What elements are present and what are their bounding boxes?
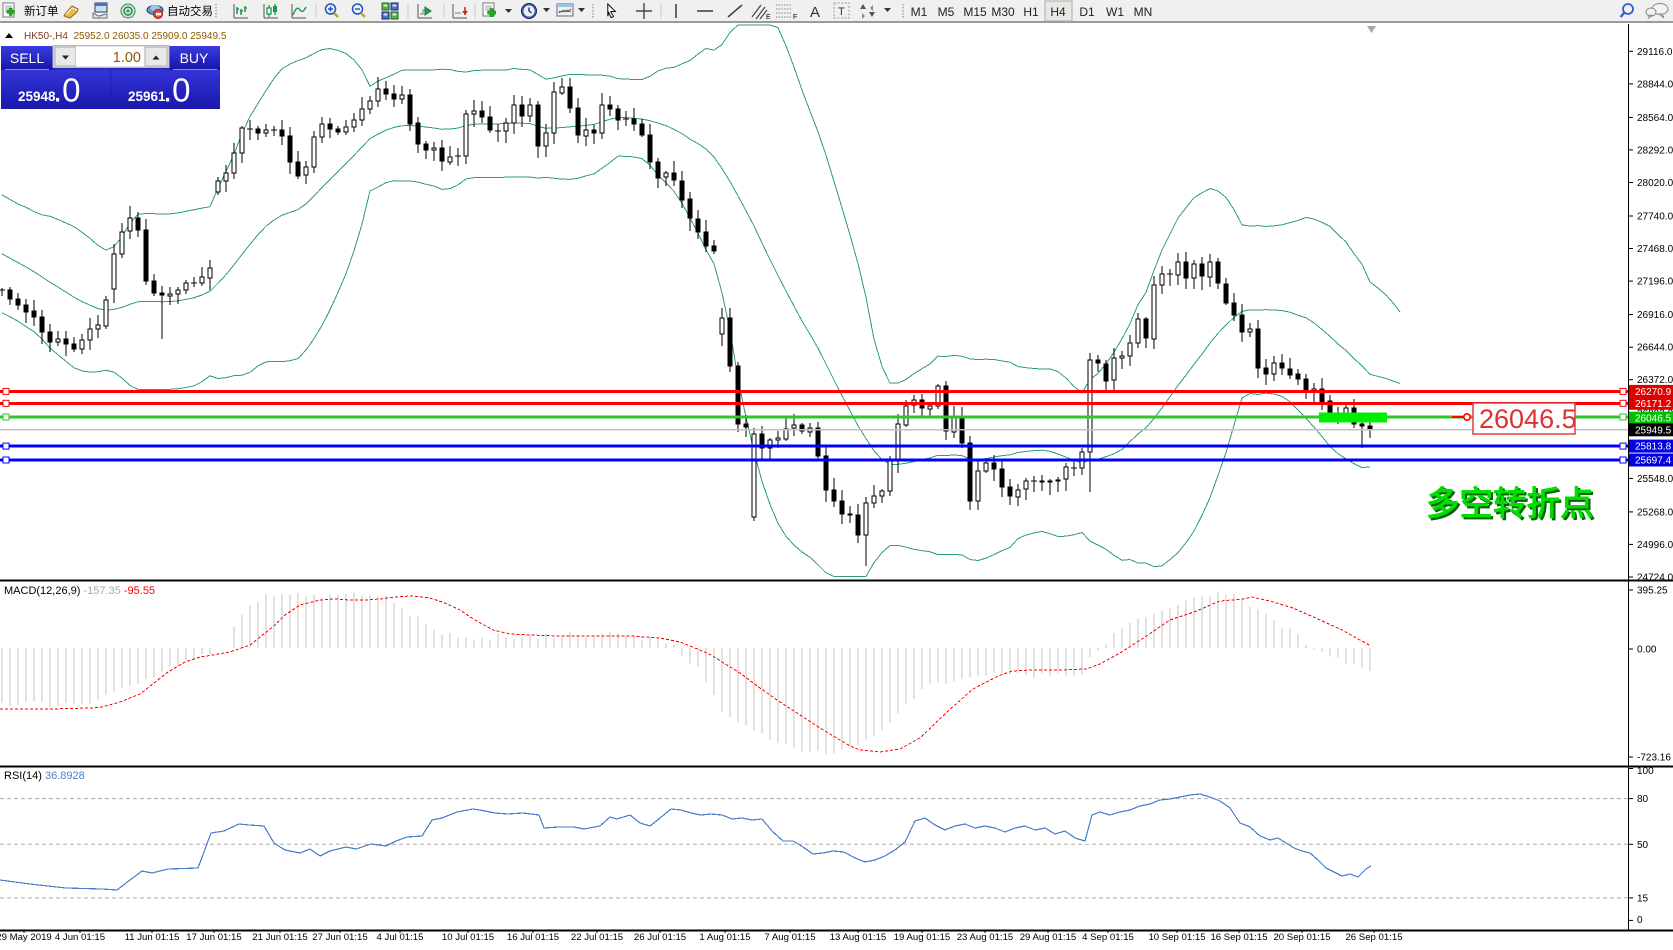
svg-text:28292.0: 28292.0 (1637, 145, 1673, 156)
svg-text:RSI(14) 36.8928: RSI(14) 36.8928 (4, 770, 85, 782)
svg-text:13 Aug 01:15: 13 Aug 01:15 (830, 932, 887, 943)
svg-text:T: T (838, 6, 845, 18)
svg-text:395.25: 395.25 (1637, 586, 1668, 597)
svg-text:28844.0: 28844.0 (1637, 79, 1673, 90)
svg-text:多空转折点: 多空转折点 (1426, 486, 1594, 523)
svg-text:10 Sep 01:15: 10 Sep 01:15 (1148, 932, 1205, 943)
svg-text:1 Aug 01:15: 1 Aug 01:15 (699, 932, 750, 943)
svg-text:27 Jun 01:15: 27 Jun 01:15 (312, 932, 367, 943)
svg-text:50: 50 (1637, 840, 1649, 851)
svg-text:7 Aug 01:15: 7 Aug 01:15 (764, 932, 815, 943)
svg-text:27740.0: 27740.0 (1637, 212, 1673, 223)
svg-text:25697.4: 25697.4 (1635, 456, 1672, 467)
svg-text:24724.0: 24724.0 (1637, 573, 1673, 584)
svg-text:20 Sep 01:15: 20 Sep 01:15 (1273, 932, 1330, 943)
svg-text:25948: 25948 (18, 89, 56, 104)
svg-text:M15: M15 (963, 5, 987, 19)
svg-text:自动交易: 自动交易 (167, 4, 213, 18)
svg-text:26372.0: 26372.0 (1637, 375, 1673, 386)
svg-text:25268.0: 25268.0 (1637, 507, 1673, 518)
svg-text:11 Jun 01:15: 11 Jun 01:15 (125, 932, 180, 943)
svg-text:E: E (766, 14, 771, 21)
svg-text:28564.0: 28564.0 (1637, 113, 1673, 124)
svg-text:26046.5: 26046.5 (1635, 414, 1672, 425)
svg-text:BUY: BUY (180, 50, 209, 66)
svg-text:29116.0: 29116.0 (1637, 47, 1673, 58)
svg-text:23 Aug 01:15: 23 Aug 01:15 (957, 932, 1014, 943)
svg-text:W1: W1 (1106, 5, 1124, 19)
svg-text:-723.16: -723.16 (1637, 753, 1671, 764)
svg-text:26 Sep 01:15: 26 Sep 01:15 (1345, 932, 1402, 943)
svg-text:19 Aug 01:15: 19 Aug 01:15 (894, 932, 951, 943)
svg-text:26916.0: 26916.0 (1637, 310, 1673, 321)
svg-text:27196.0: 27196.0 (1637, 277, 1673, 288)
svg-text:A: A (810, 4, 820, 21)
svg-text:10 Jul 01:15: 10 Jul 01:15 (442, 932, 494, 943)
svg-text:80: 80 (1637, 794, 1649, 805)
svg-text:22 Jul 01:15: 22 Jul 01:15 (571, 932, 623, 943)
svg-text:24996.0: 24996.0 (1637, 540, 1673, 551)
svg-text:H1: H1 (1023, 5, 1039, 19)
svg-text:SELL: SELL (10, 50, 44, 66)
svg-text:HK50-,H4 25952.0 26035.0 2590: HK50-,H4 25952.0 26035.0 25909.0 25949.5 (24, 31, 227, 42)
svg-text:4 Jun 01:15: 4 Jun 01:15 (55, 932, 105, 943)
svg-text:25961: 25961 (128, 89, 166, 104)
svg-text:17 Jun 01:15: 17 Jun 01:15 (186, 932, 241, 943)
svg-text:26270.9: 26270.9 (1635, 387, 1672, 398)
svg-text:25949.5: 25949.5 (1635, 425, 1672, 436)
svg-text:4 Jul 01:15: 4 Jul 01:15 (377, 932, 424, 943)
svg-text:新订单: 新订单 (24, 4, 59, 18)
svg-text:MACD(12,26,9) -157.35 -95.55: MACD(12,26,9) -157.35 -95.55 (4, 585, 155, 597)
svg-text:0: 0 (1637, 915, 1643, 926)
svg-text:M5: M5 (938, 5, 955, 19)
svg-text:.0: .0 (53, 72, 81, 109)
svg-text:M30: M30 (991, 5, 1015, 19)
svg-text:27468.0: 27468.0 (1637, 244, 1673, 255)
svg-text:M1: M1 (911, 5, 928, 19)
svg-text:D1: D1 (1079, 5, 1095, 19)
svg-text:25813.8: 25813.8 (1635, 442, 1672, 453)
svg-text:25548.0: 25548.0 (1637, 474, 1673, 485)
svg-text:0.00: 0.00 (1637, 645, 1657, 656)
svg-text:1.00: 1.00 (113, 50, 141, 66)
svg-text:26644.0: 26644.0 (1637, 343, 1673, 354)
svg-text:29 May 2019: 29 May 2019 (0, 932, 52, 943)
svg-text:100: 100 (1637, 766, 1654, 777)
svg-text:15: 15 (1637, 893, 1649, 904)
svg-text:4 Sep 01:15: 4 Sep 01:15 (1082, 932, 1134, 943)
svg-text:F: F (793, 14, 797, 21)
svg-text:H4: H4 (1050, 5, 1066, 19)
svg-text:16 Jul 01:15: 16 Jul 01:15 (507, 932, 559, 943)
svg-text:26171.2: 26171.2 (1635, 399, 1672, 410)
svg-text:MN: MN (1134, 5, 1153, 19)
svg-text:.0: .0 (163, 72, 191, 109)
svg-text:21 Jun 01:15: 21 Jun 01:15 (252, 932, 307, 943)
svg-text:28020.0: 28020.0 (1637, 178, 1673, 189)
svg-text:26046.5: 26046.5 (1479, 404, 1577, 434)
svg-text:26 Jul 01:15: 26 Jul 01:15 (634, 932, 686, 943)
svg-text:29 Aug 01:15: 29 Aug 01:15 (1020, 932, 1077, 943)
svg-text:16 Sep 01:15: 16 Sep 01:15 (1210, 932, 1267, 943)
